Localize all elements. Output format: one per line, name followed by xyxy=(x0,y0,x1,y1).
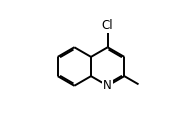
Text: Cl: Cl xyxy=(102,19,114,32)
Text: N: N xyxy=(103,79,112,92)
